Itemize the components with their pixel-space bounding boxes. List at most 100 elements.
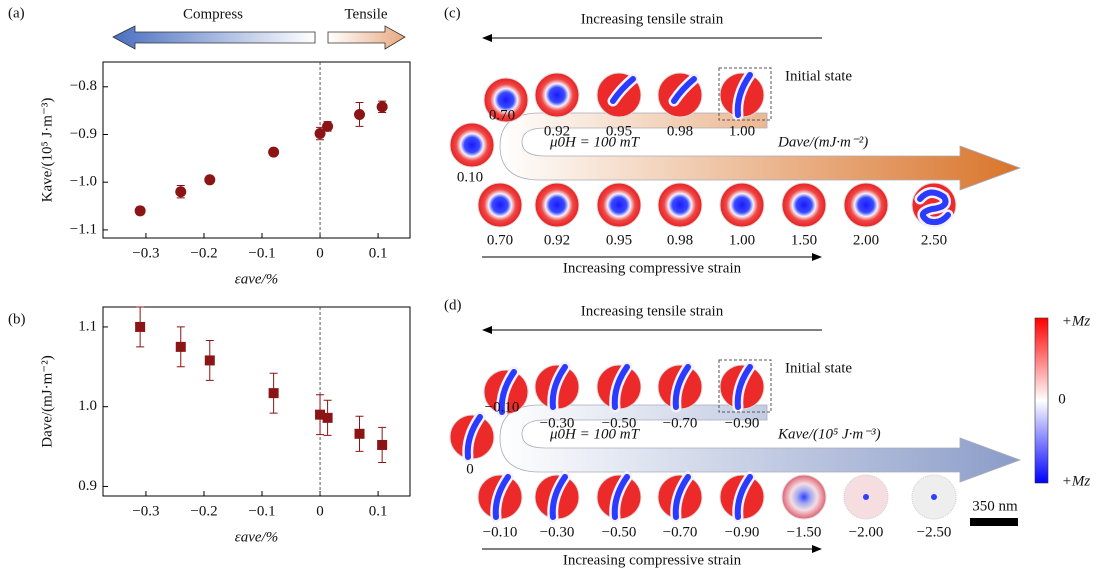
parameter-value: −0.10 (483, 524, 518, 540)
spin-texture (535, 365, 579, 409)
parameter-label: Kave/(10⁵ J·m⁻³) (777, 426, 881, 442)
spin-texture-part (931, 494, 937, 500)
y-tick-label: 1.0 (78, 398, 97, 414)
point (135, 322, 145, 332)
y-axis-label: Kave/(10⁵ J·m⁻³) (39, 98, 55, 203)
spin-texture (597, 73, 641, 117)
spin-texture (535, 183, 579, 227)
strain-label: Increasing tensile strain (581, 303, 724, 319)
spin-texture-part (450, 123, 494, 167)
point (377, 440, 387, 450)
spin-texture (535, 475, 579, 519)
spin-texture (658, 475, 702, 519)
parameter-value: 0.95 (606, 123, 632, 139)
arrow-head (812, 545, 822, 553)
parameter-value: 0.92 (544, 123, 570, 139)
parameter-value: 0.10 (457, 169, 483, 185)
y-tick-label: −0.9 (70, 126, 97, 142)
parameter-value: 0.98 (667, 123, 693, 139)
spin-texture (658, 73, 702, 117)
y-axis-label: Dave/(mJ·m⁻²) (39, 355, 55, 447)
compress-label: Compress (183, 6, 243, 22)
initial-state-label: Initial state (785, 360, 852, 376)
point (268, 147, 279, 158)
x-tick-label: 0.1 (369, 245, 388, 261)
initial-state-label: Initial state (785, 68, 852, 84)
spin-texture (720, 365, 764, 409)
spin-texture (844, 183, 888, 227)
parameter-value: −1.50 (787, 524, 822, 540)
parameter-value: −2.50 (917, 524, 952, 540)
parameter-value: 0.70 (489, 107, 515, 123)
parameter-value: 2.00 (853, 232, 879, 248)
point (205, 355, 215, 365)
parameter-value: −0.10 (485, 399, 520, 415)
panel-label: (c) (444, 5, 461, 21)
scale-bar-label: 350 nm (972, 498, 1018, 514)
y-tick-label: 0.9 (78, 478, 97, 494)
spin-texture (782, 183, 826, 227)
panel-label: (d) (444, 297, 462, 313)
parameter-value: −0.70 (663, 415, 698, 431)
strain-label: Increasing compressive strain (563, 260, 742, 276)
plot-frame (103, 62, 410, 238)
colorbar-label: +Mz (1062, 313, 1091, 329)
spin-texture (450, 123, 494, 167)
spin-texture (597, 365, 641, 409)
parameter-value: −0.90 (725, 524, 760, 540)
spin-texture (478, 475, 522, 519)
parameter-band (500, 113, 1020, 190)
spin-texture-part (658, 183, 702, 227)
panel-label: (b) (8, 311, 26, 327)
parameter-value: −0.50 (602, 415, 637, 431)
spin-texture (720, 183, 764, 227)
parameter-value: −0.30 (540, 524, 575, 540)
point (323, 413, 333, 423)
parameter-value: 1.00 (729, 232, 755, 248)
point (176, 342, 186, 352)
x-tick-label: −0.3 (132, 245, 159, 261)
point (269, 388, 279, 398)
parameter-value: 0.95 (606, 232, 632, 248)
parameter-band (500, 405, 1020, 482)
parameter-label: Dave/(mJ·m⁻²) (777, 134, 868, 150)
spin-texture (450, 415, 494, 459)
parameter-value: −0.70 (663, 524, 698, 540)
parameter-value: 0.70 (487, 232, 513, 248)
spin-texture (658, 183, 702, 227)
parameter-value: −0.90 (725, 415, 760, 431)
point (354, 109, 365, 120)
y-tick-label: −0.8 (70, 78, 97, 94)
parameter-value: 0 (466, 461, 474, 477)
parameter-value: 1.50 (791, 232, 817, 248)
strain-label: Increasing compressive strain (563, 552, 742, 568)
parameter-value: 2.50 (921, 232, 947, 248)
figure: Compress Tensile (a) (b) (c) (d) +Mz 0 +… (0, 0, 1107, 571)
spin-texture-part (720, 183, 764, 227)
spin-texture (720, 475, 764, 519)
spin-texture (782, 475, 826, 519)
spin-texture (597, 183, 641, 227)
y-tick-label: −1.0 (70, 174, 97, 190)
point (175, 186, 186, 197)
plot-frame (103, 307, 410, 496)
point (322, 121, 333, 132)
arrow-head (482, 326, 492, 334)
x-axis-label: εave/% (235, 271, 278, 287)
parameter-value: −2.00 (849, 524, 884, 540)
spin-texture-part (478, 183, 522, 227)
x-tick-label: −0.1 (248, 245, 275, 261)
spin-texture-part (782, 183, 826, 227)
spin-texture (912, 475, 956, 519)
y-tick-label: −1.1 (70, 221, 97, 237)
spin-texture-part (597, 183, 641, 227)
spin-texture (478, 183, 522, 227)
colorbar-label: +Mz (1062, 473, 1091, 489)
spin-texture (844, 475, 888, 519)
parameter-value: −0.50 (602, 524, 637, 540)
x-tick-label: −0.1 (248, 503, 275, 519)
point (355, 429, 365, 439)
spin-texture-part (535, 73, 579, 117)
x-tick-label: −0.3 (132, 503, 159, 519)
spin-texture (658, 365, 702, 409)
